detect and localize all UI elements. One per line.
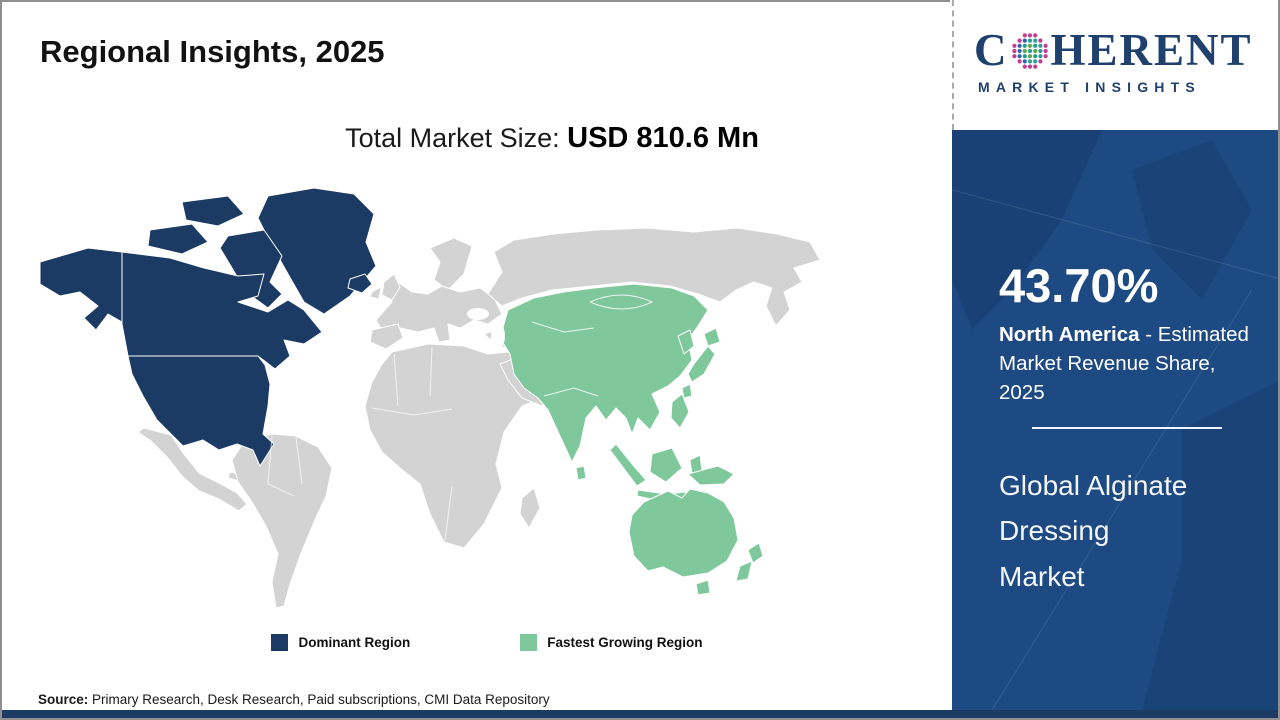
sidebar-content: 43.70% North America - Estimated Market … xyxy=(952,259,1278,599)
source-label: Source: xyxy=(38,692,89,707)
map-region-rest-of-world xyxy=(137,227,821,609)
total-market-size-value: USD 810.6 Mn xyxy=(567,122,759,154)
coherent-globe-icon xyxy=(1011,32,1048,69)
brand-logo: C HERENT MARKET INSIGHTS xyxy=(952,0,1278,130)
sidebar-map-texture xyxy=(952,130,1278,710)
brand-tagline: MARKET INSIGHTS xyxy=(978,79,1201,95)
fastest-growing-region-swatch xyxy=(520,634,538,651)
world-map-svg xyxy=(39,187,821,609)
stat-sidebar: 43.70% North America - Estimated Market … xyxy=(952,130,1278,710)
share-region: North America xyxy=(999,322,1140,346)
total-market-size: Total Market Size: USD 810.6 Mn xyxy=(157,122,947,155)
fastest-growing-region-label: Fastest Growing Region xyxy=(547,635,703,650)
legend-item-dominant: Dominant Region xyxy=(271,634,410,651)
sidebar-divider xyxy=(1031,427,1222,430)
source-text: Primary Research, Desk Research, Paid su… xyxy=(88,692,550,707)
map-region-north-america xyxy=(39,187,377,467)
top-border-rule xyxy=(2,0,950,2)
brand-letter-c: C xyxy=(974,25,1009,75)
share-value: 43.70% xyxy=(999,259,1159,312)
total-market-size-label: Total Market Size: xyxy=(345,123,568,153)
bottom-accent-bar xyxy=(2,710,1278,718)
legend-item-fastest-growing: Fastest Growing Region xyxy=(520,634,703,651)
map-region-asia-pacific xyxy=(499,283,764,596)
share-description: North America - Estimated Market Revenue… xyxy=(999,320,1254,407)
dominant-region-swatch xyxy=(271,634,289,651)
market-name: Global Alginate Dressing Market xyxy=(999,470,1188,592)
legend: Dominant Region Fastest Growing Region xyxy=(32,634,822,651)
world-map xyxy=(32,184,822,624)
page-title: Regional Insights, 2025 xyxy=(40,34,385,69)
brand-letters-herent: HERENT xyxy=(1050,25,1253,75)
dominant-region-label: Dominant Region xyxy=(298,635,411,650)
source-line: Source: Primary Research, Desk Research,… xyxy=(38,692,550,707)
share-desc-text: - Estimated Market Revenue Share, 2025 xyxy=(999,322,1249,404)
map-detail-lines xyxy=(267,294,654,541)
brand-wordmark: C HERENT xyxy=(974,25,1278,75)
